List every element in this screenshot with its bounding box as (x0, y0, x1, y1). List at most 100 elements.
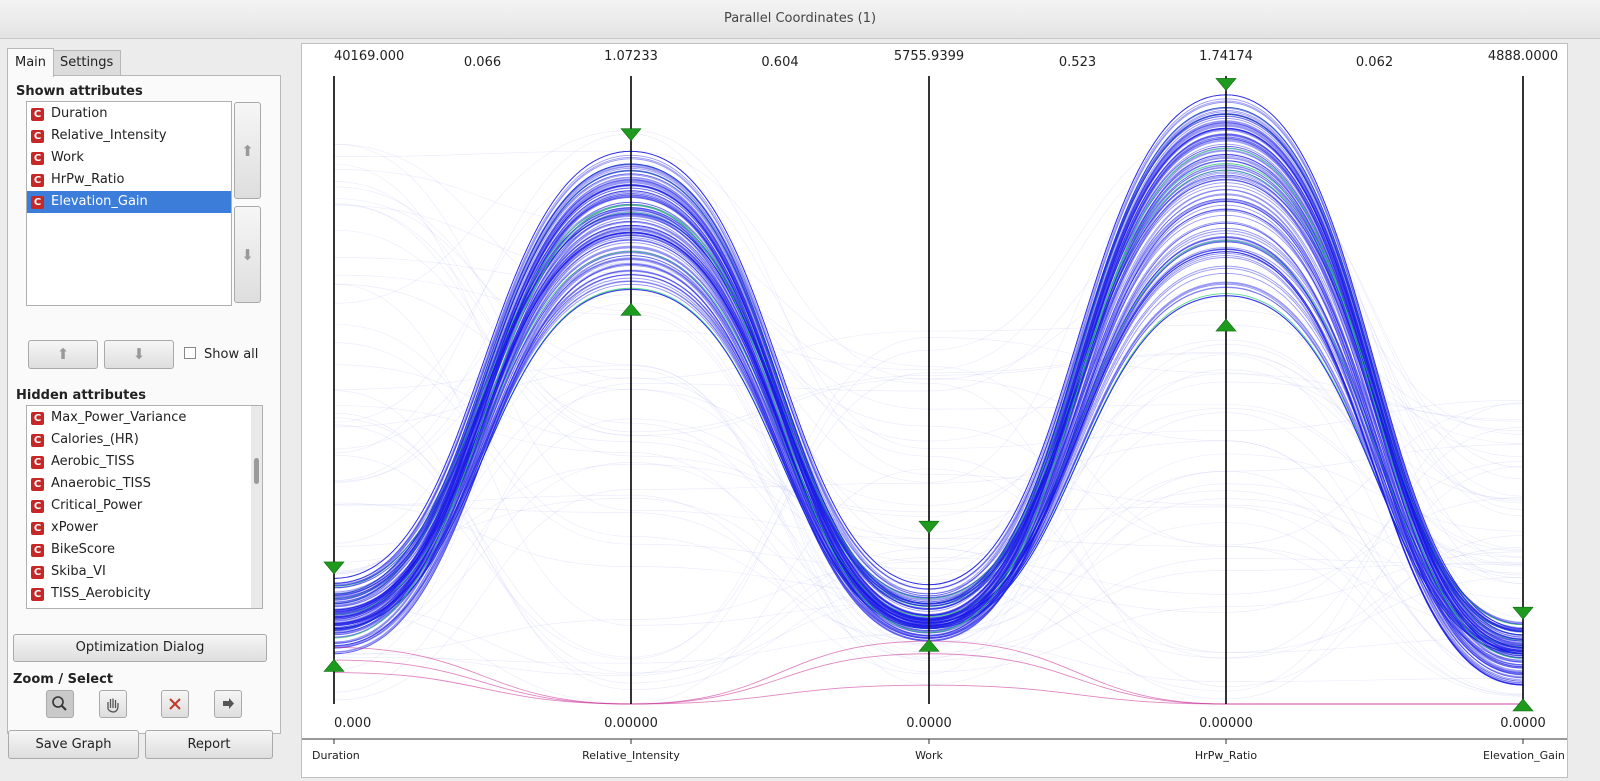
data-line-faded (333, 198, 1524, 673)
list-item[interactable]: C Anaerobic_TISS (27, 473, 262, 495)
optimization-dialog-button[interactable]: Optimization Dialog (13, 634, 267, 662)
move-up-button[interactable]: ⬆ (234, 102, 261, 199)
scrollbar[interactable] (251, 406, 262, 608)
list-item-label: Duration (51, 106, 108, 121)
data-line-faded (333, 186, 1524, 444)
data-line (333, 106, 1524, 636)
axis-max-label: 4888.0000 (1488, 49, 1558, 64)
hide-attribute-button[interactable]: ⬇ (104, 340, 174, 369)
list-item[interactable]: C Relative_Intensity (27, 125, 231, 147)
continuous-icon: C (31, 107, 44, 121)
data-line-faded (333, 150, 1524, 504)
data-line-faded (333, 148, 1524, 578)
list-item[interactable]: C HrPw_Ratio (27, 169, 231, 191)
send-selection-button[interactable] (214, 690, 242, 718)
data-line (333, 166, 1524, 659)
save-graph-button[interactable]: Save Graph (8, 730, 139, 759)
list-item[interactable]: C Duration (27, 103, 231, 125)
list-item-label: HrPw_Ratio (51, 172, 125, 187)
list-item-label: Work (51, 150, 84, 165)
list-item[interactable]: C BikeScore (27, 539, 262, 561)
checkbox-icon[interactable] (184, 347, 196, 359)
list-item[interactable]: C Skiba_VI (27, 561, 262, 583)
data-line-faded (333, 412, 1524, 684)
filter-min-handle (1215, 318, 1237, 332)
tab-settings[interactable]: Settings (52, 50, 122, 75)
list-item-label: Aerobic_TISS (51, 454, 135, 469)
list-item[interactable]: C Max_Power_Variance (27, 407, 262, 429)
axis-name-label: Work (915, 749, 943, 762)
list-item-label: Calories_(HR) (51, 432, 139, 447)
list-item[interactable]: C Calories_(HR) (27, 429, 262, 451)
data-line-faded (333, 302, 1524, 645)
scrollbar-thumb[interactable] (254, 458, 259, 484)
correlation-label: 0.523 (1059, 55, 1096, 70)
data-line-faded (333, 200, 1524, 693)
data-line (333, 101, 1524, 633)
data-line-faded (333, 151, 1524, 675)
zoom-tool-button[interactable] (46, 690, 74, 718)
move-down-button[interactable]: ⬇ (234, 206, 261, 303)
tab-main[interactable]: Main (7, 48, 55, 77)
data-line-faded (333, 230, 1524, 697)
list-item[interactable]: C TISS_Aerobicity (27, 583, 262, 605)
axis-max-label: 1.07233 (604, 49, 658, 64)
list-item-label: Elevation_Gain (51, 194, 148, 209)
list-item[interactable]: C Work (27, 147, 231, 169)
continuous-icon: C (31, 477, 44, 491)
filter-max-handle (323, 561, 345, 575)
data-line-faded (333, 153, 1524, 656)
data-line (333, 157, 1524, 663)
show-attribute-button[interactable]: ⬆ (28, 340, 98, 369)
data-line-faded (333, 390, 1524, 690)
data-line (333, 106, 1524, 636)
continuous-icon: C (31, 433, 44, 447)
axis-name-label: Elevation_Gain (1483, 749, 1565, 762)
data-line (333, 138, 1524, 654)
axis-name-label: HrPw_Ratio (1195, 749, 1257, 762)
data-line-faded (333, 352, 1524, 658)
filter-max-handle (620, 128, 642, 142)
show-all-label: Show all (204, 347, 259, 362)
axis-min-label: 0.00000 (1199, 716, 1253, 731)
data-line-faded (333, 143, 1524, 652)
continuous-icon: C (31, 455, 44, 469)
data-line-faded (333, 369, 1524, 661)
filter-min-handle (918, 638, 940, 652)
data-line-faded (333, 257, 1524, 663)
data-line (333, 160, 1524, 659)
continuous-icon: C (31, 195, 44, 209)
axis-max-label: 1.74174 (1199, 49, 1253, 64)
parallel-coordinates-plot[interactable]: 1040169.0000.000Duration1.072330.00000Re… (301, 43, 1568, 778)
filter-min-handle (1512, 698, 1534, 712)
data-line-faded (333, 162, 1524, 449)
shown-attributes-heading: Shown attributes (16, 84, 143, 99)
clear-selection-button[interactable] (161, 690, 189, 718)
arrow-down-icon: ⬇ (132, 345, 146, 363)
list-item[interactable]: C Aerobic_TISS (27, 451, 262, 473)
report-button[interactable]: Report (145, 730, 273, 759)
window-title: Parallel Coordinates (1) (0, 0, 1600, 39)
plot-canvas[interactable]: 1040169.0000.000Duration1.072330.00000Re… (302, 44, 1567, 777)
hidden-attributes-list[interactable]: C Max_Power_Variance C Calories_(HR) C Aero… (26, 405, 263, 609)
data-line (333, 113, 1524, 632)
list-item[interactable]: C Critical_Power (27, 495, 262, 517)
shown-attributes-list[interactable]: C Duration C Relative_Intensity C Work C HrP… (26, 101, 232, 306)
data-line-faded (333, 129, 1524, 599)
arrow-down-icon: ⬇ (241, 246, 254, 264)
show-all-checkbox[interactable]: Show all (184, 347, 258, 362)
hand-icon (107, 698, 119, 713)
list-item-label: xPower (51, 520, 98, 535)
data-line-faded (333, 255, 1524, 565)
data-line-faded (333, 266, 1524, 617)
list-item-selected[interactable]: C Elevation_Gain (27, 191, 231, 213)
filter-min-handle (323, 658, 345, 672)
axis-min-label: 0.000 (334, 716, 371, 731)
filter-min-handle (620, 302, 642, 316)
data-line (333, 115, 1524, 638)
data-line (333, 109, 1524, 638)
data-line-faded (333, 522, 1524, 696)
data-line (333, 201, 1524, 674)
pan-tool-button[interactable] (99, 690, 127, 718)
